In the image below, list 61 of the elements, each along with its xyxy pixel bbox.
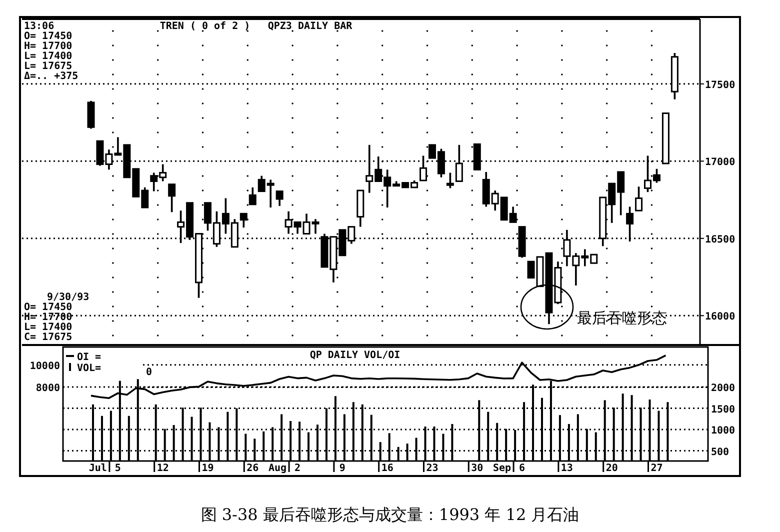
candlestick [635, 186, 643, 212]
x-tick-label: 27 [650, 463, 663, 474]
text: L= 17400 [24, 51, 72, 62]
x-tick-label: 9 [339, 463, 346, 474]
x-tick-label: 12 [156, 463, 169, 474]
text: H= 17700 [24, 41, 72, 52]
x-tick-label: 23 [426, 463, 438, 474]
x-tick-label: 13 [560, 463, 573, 474]
x-tick-label: 26 [246, 463, 259, 474]
y2-tick-label: 2000 [711, 382, 736, 394]
candlestick [222, 197, 230, 235]
candlestick [482, 171, 490, 208]
candlestick [491, 190, 499, 212]
text: Jul [88, 463, 107, 474]
text: Sep [492, 463, 512, 474]
annotation: 0 [146, 367, 152, 378]
chart-title: QP DAILY VOL/OI [310, 350, 400, 361]
text: Aug [268, 463, 287, 474]
y-tick-label: 16000 [705, 312, 736, 323]
x-tick-label: 5 [114, 463, 121, 474]
candlestick [446, 172, 454, 190]
text: O= 17450 [24, 31, 72, 42]
candlestick [581, 248, 589, 268]
caption: 图 3-38 最后吞噬形态与成交量：1993 年 12 月石油 [200, 505, 580, 524]
candlestick [366, 144, 374, 194]
text: C= 17675 [24, 332, 72, 343]
y2-tick-label: 500 [711, 446, 730, 458]
x-tick-label: 2 [294, 463, 301, 474]
text: L= 17675 [24, 61, 72, 72]
text: O= 17450 [24, 302, 72, 313]
text: Δ=.. +375 [24, 71, 78, 82]
candlestick [168, 183, 176, 214]
candlestick [617, 171, 625, 216]
annotation: TREN ( 0 of 2 ) [160, 21, 250, 32]
y-tick-label: 16500 [705, 234, 736, 246]
candlestick [302, 212, 310, 235]
y-tick-label: 17500 [705, 80, 736, 91]
annotation: 9/30/93 [47, 292, 90, 303]
legend-label: OI = [77, 352, 102, 363]
text: L= 17400 [24, 322, 72, 333]
chart-title: QPZ3 DAILY BAR [268, 21, 354, 32]
candlestick [258, 174, 266, 192]
x-tick-label: 16 [381, 463, 394, 474]
y-tick-label: 10000 [30, 360, 60, 372]
x-tick-label: 19 [202, 463, 214, 474]
annotation: 最后吞噬形态 [577, 309, 667, 327]
candlestick [455, 144, 463, 182]
candlestick [240, 212, 248, 228]
candlestick [572, 252, 580, 286]
text: 13:06 [24, 21, 54, 32]
legend-label: VOL= [77, 363, 102, 374]
candlestick [266, 178, 274, 208]
x-tick-label: 20 [606, 463, 618, 474]
y2-tick-label: 1000 [711, 426, 736, 437]
x-tick-label: 30 [471, 463, 484, 474]
y-tick-label: 17000 [705, 157, 736, 168]
y2-tick-label: 1500 [711, 404, 736, 416]
x-tick-label: 6 [519, 463, 526, 474]
candlestick [276, 190, 284, 207]
candlestick [312, 218, 320, 235]
y-tick-label: 8000 [36, 383, 60, 394]
